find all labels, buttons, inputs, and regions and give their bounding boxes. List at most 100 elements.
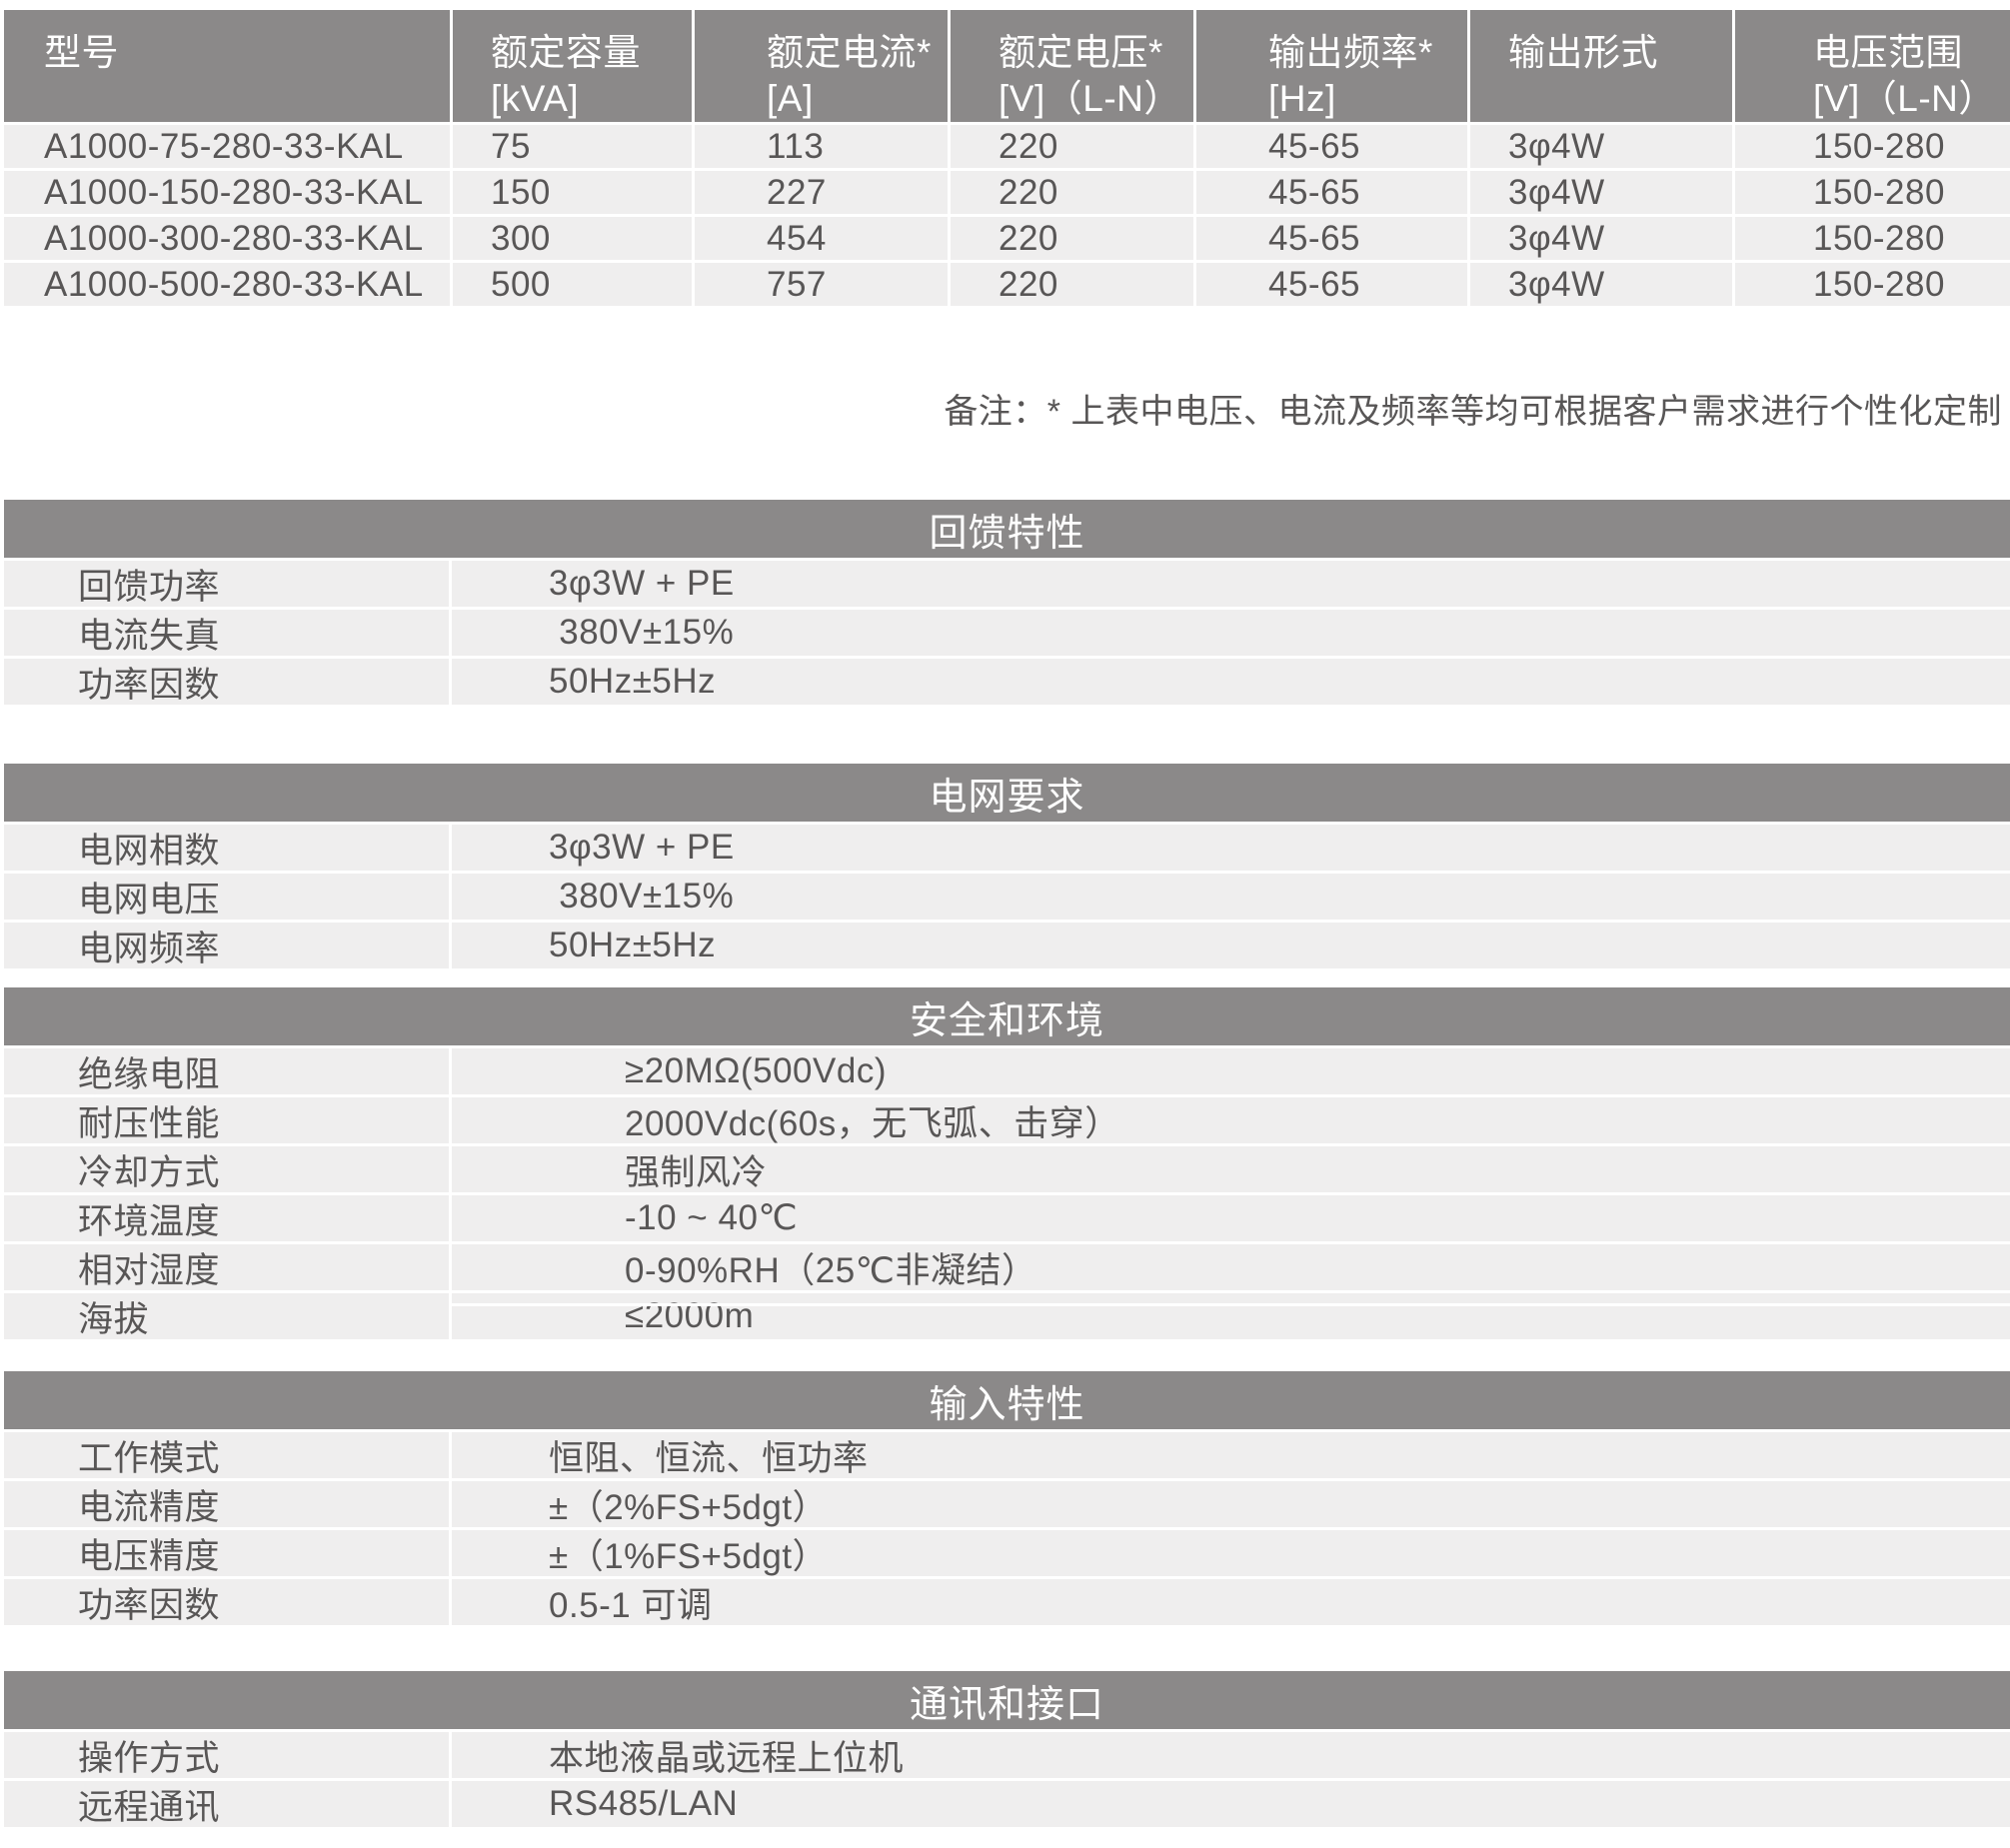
spec-label: 回馈功率: [4, 558, 449, 607]
section-row: 绝缘电阻 ≥20MΩ(500Vdc): [4, 1045, 2010, 1094]
spec-value: 恒阻、恒流、恒功率: [449, 1429, 2010, 1478]
spec-label: 功率因数: [4, 656, 449, 705]
spec-label: 绝缘电阻: [4, 1045, 449, 1094]
section-row: 环境温度 -10 ~ 40℃: [4, 1192, 2010, 1241]
spec-label: 电网相数: [4, 822, 449, 871]
column-header: 电压范围 [V]（L-N）: [1732, 10, 2010, 122]
section-row: 相对湿度 0-90%RH（25℃非凝结）: [4, 1241, 2010, 1290]
spec-value: 380V±15%: [449, 871, 2010, 920]
spec-value: 强制风冷: [449, 1143, 2010, 1192]
spec-cell: 150-280: [1732, 122, 2010, 168]
spec-label: 冷却方式: [4, 1143, 449, 1192]
section-header-band: 电网要求: [4, 764, 2010, 822]
spec-cell: 220: [948, 214, 1193, 260]
model-spec-table: 型号 额定容量 [kVA] 额定电流* [A] 额定电压* [V]（L-N） 输出频率*…: [4, 10, 2010, 306]
spec-section: 回馈特性 回馈功率 3φ3W + PE 电流失真 380V±15% 功率因数 50Hz±5…: [4, 500, 2010, 705]
spec-value: -10 ~ 40℃: [449, 1192, 2010, 1241]
spec-section: 输入特性 工作模式 恒阻、恒流、恒功率 电流精度 ±（2%FS+5dgt） 电压精度 ±（1…: [4, 1371, 2010, 1625]
spec-cell: 220: [948, 122, 1193, 168]
spec-cell: 3φ4W: [1467, 122, 1732, 168]
section-row: 电流精度 ±（2%FS+5dgt）: [4, 1478, 2010, 1527]
section-row: 电压精度 ±（1%FS+5dgt）: [4, 1527, 2010, 1576]
spec-cell: 300: [450, 214, 692, 260]
section-title: 电网要求: [929, 776, 1085, 819]
section-row: 电网电压 380V±15%: [4, 871, 2010, 920]
section-header-band: 回馈特性: [4, 500, 2010, 558]
spec-value: ≤2000m: [449, 1290, 2010, 1339]
spec-cell: 150-280: [1732, 168, 2010, 214]
section-header-band: 输入特性: [4, 1371, 2010, 1429]
section-title: 输入特性: [929, 1383, 1085, 1426]
spec-table-header-row: 型号 额定容量 [kVA] 额定电流* [A] 额定电压* [V]（L-N） 输出频率*…: [4, 10, 2010, 122]
spec-value: 50Hz±5Hz: [449, 920, 2010, 968]
spec-label: 相对湿度: [4, 1241, 449, 1290]
spec-label: 电网电压: [4, 871, 449, 920]
spec-cell: 220: [948, 168, 1193, 214]
spec-value: 50Hz±5Hz: [449, 656, 2010, 705]
spec-label: 耐压性能: [4, 1094, 449, 1143]
table-row: A1000-300-280-33-KAL 300 454 220 45-65 3φ4W 15…: [4, 214, 2010, 260]
spec-value: 2000Vdc(60s，无飞弧、击穿）: [449, 1094, 2010, 1143]
spec-cell: 150: [450, 168, 692, 214]
column-header: 输出形式: [1467, 10, 1732, 122]
column-header: 额定容量 [kVA]: [450, 10, 692, 122]
spec-cell: 500: [450, 260, 692, 306]
model-cell: A1000-75-280-33-KAL: [4, 122, 450, 168]
spec-value: 3φ3W + PE: [449, 558, 2010, 607]
table-row: A1000-150-280-33-KAL 150 227 220 45-65 3φ4W 15…: [4, 168, 2010, 214]
spec-cell: 150-280: [1732, 214, 2010, 260]
spec-cell: 3φ4W: [1467, 168, 1732, 214]
section-row: 功率因数 50Hz±5Hz: [4, 656, 2010, 705]
spec-value: ±（2%FS+5dgt）: [449, 1478, 2010, 1527]
spec-value: RS485/LAN: [449, 1778, 2010, 1827]
spec-value: 380V±15%: [449, 607, 2010, 656]
spec-cell: 757: [692, 260, 948, 306]
spec-cell: 45-65: [1193, 122, 1467, 168]
spec-section: 电网要求电网相数 3φ3W + PE 电网电压 380V±15% 电网频率 50Hz±5…: [4, 764, 2010, 968]
model-cell: A1000-300-280-33-KAL: [4, 214, 450, 260]
spec-cell: 45-65: [1193, 214, 1467, 260]
spec-cell: 113: [692, 122, 948, 168]
section-header-band: 安全和环境: [4, 987, 2010, 1045]
spec-cell: 75: [450, 122, 692, 168]
section-header-band: 通讯和接口: [4, 1671, 2010, 1729]
column-header: 型号: [44, 32, 119, 73]
table-footnote: 备注：* 上表中电压、电流及频率等均可根据客户需求进行个性化定制: [944, 393, 2002, 431]
column-header: 输出频率* [Hz]: [1193, 10, 1467, 122]
spec-label: 电压精度: [4, 1527, 449, 1576]
spec-label: 远程通讯: [4, 1778, 449, 1827]
spec-label: 操作方式: [4, 1729, 449, 1778]
spec-cell: 220: [948, 260, 1193, 306]
table-row: A1000-500-280-33-KAL 500 757 220 45-65 3φ4W 15…: [4, 260, 2010, 306]
spec-cell: 45-65: [1193, 260, 1467, 306]
spec-cell: 454: [692, 214, 948, 260]
table-row: A1000-75-280-33-KAL 75 113 220 45-65 3φ4W 150-…: [4, 122, 2010, 168]
spec-label: 海拔: [4, 1290, 449, 1339]
spec-label: 功率因数: [4, 1576, 449, 1625]
spec-value: 本地液晶或远程上位机: [449, 1729, 2010, 1778]
column-header: 额定电流* [A]: [692, 10, 948, 122]
spec-value: 0.5-1 可调: [449, 1576, 2010, 1625]
section-row: 耐压性能 2000Vdc(60s，无飞弧、击穿）: [4, 1094, 2010, 1143]
spec-section: 通讯和接口操作方式 本地液晶或远程上位机 远程通讯 RS485/LAN: [4, 1671, 2010, 1827]
section-title: 通讯和接口: [909, 1683, 1104, 1726]
section-row: 远程通讯 RS485/LAN: [4, 1778, 2010, 1827]
spec-cell: 3φ4W: [1467, 214, 1732, 260]
spec-cell: 45-65: [1193, 168, 1467, 214]
spec-cell: 3φ4W: [1467, 260, 1732, 306]
section-title: 安全和环境: [909, 999, 1104, 1042]
spec-label: 电流失真: [4, 607, 449, 656]
spec-value: ±（1%FS+5dgt）: [449, 1527, 2010, 1576]
section-row: 工作模式 恒阻、恒流、恒功率: [4, 1429, 2010, 1478]
model-cell: A1000-150-280-33-KAL: [4, 168, 450, 214]
section-row: 冷却方式 强制风冷: [4, 1143, 2010, 1192]
spec-label: 电流精度: [4, 1478, 449, 1527]
model-cell: A1000-500-280-33-KAL: [4, 260, 450, 306]
spec-value: 3φ3W + PE: [449, 822, 2010, 871]
spec-label: 电网频率: [4, 920, 449, 968]
section-row: 回馈功率 3φ3W + PE: [4, 558, 2010, 607]
spec-cell: 227: [692, 168, 948, 214]
section-row: 电网频率 50Hz±5Hz: [4, 920, 2010, 968]
section-row: 海拔 ≤2000m: [4, 1290, 2010, 1339]
altitude-cell-divider: [452, 1303, 2010, 1306]
